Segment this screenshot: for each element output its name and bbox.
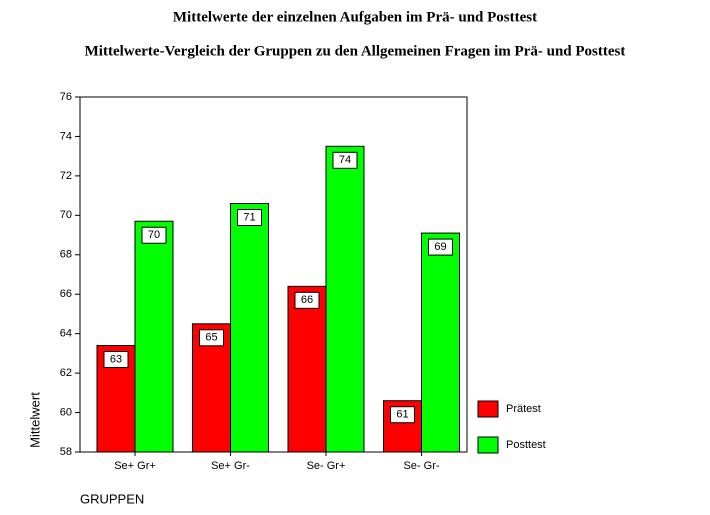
bar <box>421 232 460 453</box>
value-label: 65 <box>205 332 217 344</box>
value-label-box <box>428 238 453 256</box>
value-label-box <box>294 291 320 309</box>
value-label-box <box>103 351 129 368</box>
value-label: 74 <box>339 154 351 166</box>
x-tick-label: Se+ Gr+ <box>114 460 156 472</box>
legend-label: Prätest <box>506 403 541 415</box>
bar <box>230 203 269 453</box>
value-label-box <box>390 406 415 424</box>
legend-label: Posttest <box>506 439 546 451</box>
value-label-box <box>332 151 358 169</box>
bar <box>134 220 174 453</box>
value-label: 61 <box>396 409 408 421</box>
chart-title: Mittelwerte der einzelnen Aufgaben im Pr… <box>173 9 537 25</box>
y-tick-label: 58 <box>60 446 72 458</box>
value-label: 63 <box>110 353 122 365</box>
value-label-box <box>237 209 262 226</box>
x-tick-label: Se+ Gr- <box>211 460 250 472</box>
x-tick-label: Se- Gr+ <box>307 460 346 472</box>
value-label: 70 <box>148 229 160 241</box>
bar <box>287 285 327 453</box>
plot-frame <box>79 96 468 453</box>
y-tick-label: 60 <box>60 406 72 418</box>
chart-subtitle: Mittelwerte-Vergleich der Gruppen zu den… <box>85 43 626 59</box>
bar <box>325 145 365 453</box>
y-tick-label: 74 <box>60 130 72 142</box>
x-tick-label: Se- Gr- <box>403 460 439 472</box>
value-label: 71 <box>243 211 255 223</box>
value-label: 66 <box>301 294 313 306</box>
y-tick-label: 72 <box>60 170 72 182</box>
value-label-box <box>141 226 167 244</box>
y-tick-label: 68 <box>60 249 72 261</box>
y-tick-label: 62 <box>60 367 72 379</box>
y-tick-label: 64 <box>60 328 72 340</box>
x-axis-label: GRUPPEN <box>80 491 144 506</box>
y-axis-label: Mittelwert <box>27 392 42 448</box>
y-tick-label: 66 <box>60 288 72 300</box>
legend-swatch <box>477 436 499 454</box>
value-label: 69 <box>434 241 446 253</box>
y-tick-label: 70 <box>60 209 72 221</box>
value-label-box <box>199 329 224 347</box>
y-tick-label: 76 <box>60 91 72 103</box>
legend-swatch <box>477 400 499 418</box>
